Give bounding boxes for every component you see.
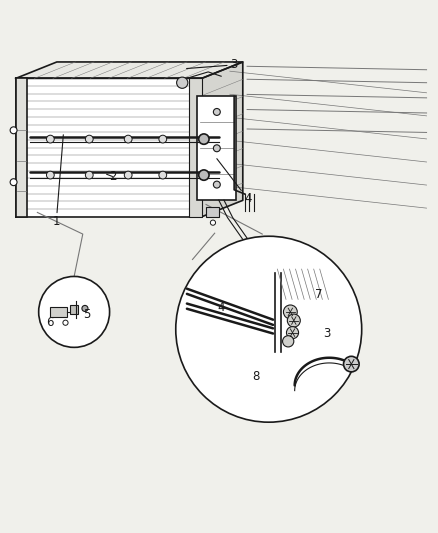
Text: 8: 8 (252, 370, 259, 383)
Circle shape (46, 135, 54, 143)
Circle shape (10, 179, 17, 185)
Circle shape (85, 135, 93, 143)
Text: 4: 4 (217, 301, 225, 314)
Text: 3: 3 (187, 59, 237, 71)
Circle shape (85, 171, 93, 179)
Circle shape (287, 314, 300, 327)
Circle shape (213, 109, 220, 116)
Circle shape (343, 357, 359, 372)
Circle shape (176, 236, 362, 422)
Circle shape (124, 135, 132, 143)
Circle shape (283, 336, 294, 347)
FancyBboxPatch shape (70, 305, 78, 314)
Circle shape (159, 171, 167, 179)
Circle shape (124, 171, 132, 179)
FancyBboxPatch shape (50, 306, 67, 317)
FancyBboxPatch shape (198, 96, 236, 200)
Text: 3: 3 (323, 327, 331, 340)
FancyBboxPatch shape (189, 78, 202, 217)
Text: 7: 7 (315, 288, 322, 301)
Circle shape (10, 127, 17, 134)
Circle shape (177, 77, 188, 88)
Circle shape (286, 327, 299, 338)
Circle shape (213, 145, 220, 152)
Text: 1: 1 (53, 135, 64, 229)
Circle shape (39, 277, 110, 348)
Polygon shape (16, 62, 243, 78)
Text: 2: 2 (106, 170, 116, 183)
FancyBboxPatch shape (16, 78, 27, 217)
Circle shape (199, 170, 209, 180)
FancyBboxPatch shape (206, 207, 219, 217)
Circle shape (159, 135, 167, 143)
Circle shape (210, 220, 215, 225)
Text: 5: 5 (83, 308, 91, 320)
Polygon shape (16, 78, 202, 217)
Circle shape (46, 171, 54, 179)
Circle shape (213, 181, 220, 188)
Circle shape (82, 305, 88, 311)
Text: 6: 6 (46, 316, 54, 329)
Circle shape (199, 134, 209, 144)
Circle shape (283, 305, 297, 319)
Polygon shape (202, 62, 243, 217)
Text: 4: 4 (217, 159, 251, 206)
Circle shape (63, 320, 68, 325)
